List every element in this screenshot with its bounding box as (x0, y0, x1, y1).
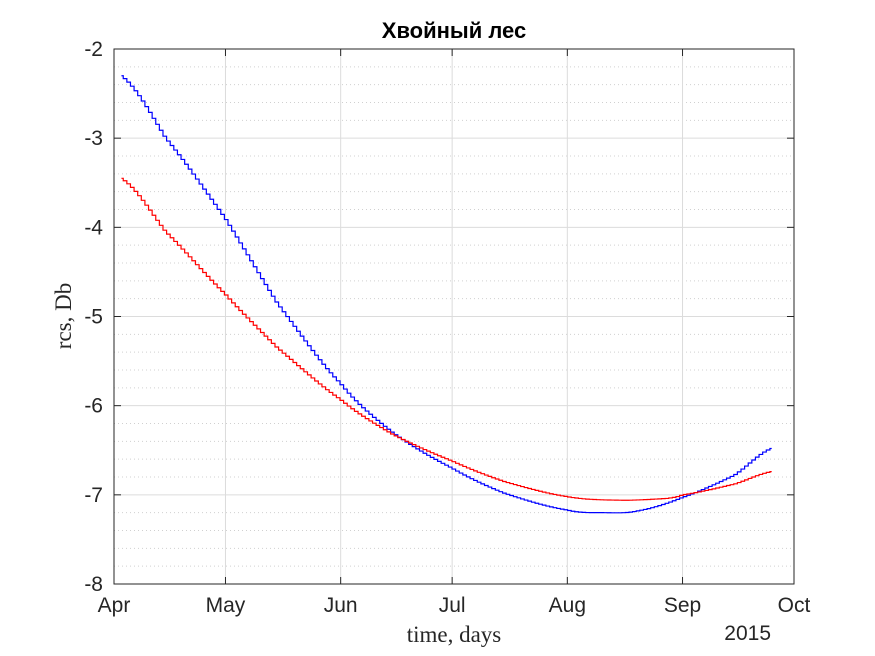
x-tick-label: Apr (98, 594, 131, 617)
y-tick-label: -7 (84, 484, 103, 507)
y-tick-label: -4 (84, 216, 103, 239)
y-tick-labels: -2 -3 -4 -5 -6 -7 -8 (84, 38, 103, 596)
chart-title: Хвойный лес (382, 18, 526, 43)
x-tick-label: Jun (324, 594, 358, 617)
x-tick-label: Oct (778, 594, 811, 617)
x-tick-label: Jul (439, 594, 466, 617)
series-line-1 (121, 75, 772, 514)
x-tick-labels: Apr May Jun Jul Aug Sep Oct (98, 594, 811, 617)
y-tick-label: -3 (84, 127, 103, 150)
x-axis-label: time, days (407, 622, 502, 647)
x-tick-label: May (206, 594, 246, 617)
y-tick-label: -2 (84, 38, 103, 61)
series-layer (121, 75, 772, 514)
y-tick-label: -5 (84, 306, 103, 329)
x-tick-label: Aug (549, 594, 586, 617)
y-tick-label: -6 (84, 395, 103, 418)
x-axis-year-label: 2015 (724, 622, 771, 645)
y-axis-label: rcs, Db (51, 283, 76, 349)
x-tick-label: Sep (664, 594, 701, 617)
y-tick-label: -8 (84, 573, 103, 596)
series-line-2 (121, 177, 772, 501)
minor-grid (114, 66, 794, 567)
axis-ticks (113, 48, 795, 585)
